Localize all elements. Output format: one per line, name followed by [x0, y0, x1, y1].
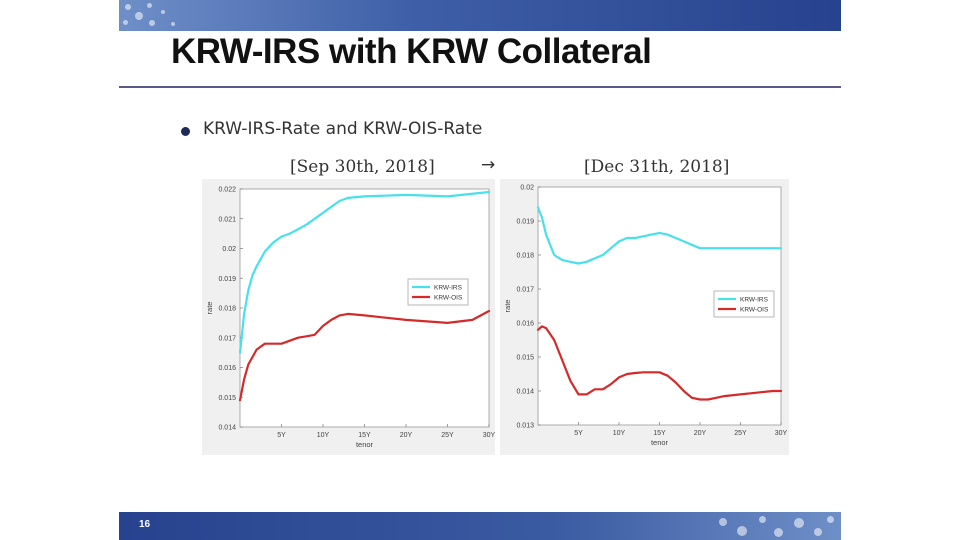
y-axis-label: rate [205, 302, 214, 315]
y-tick-label: 0.019 [516, 219, 534, 226]
y-tick-label: 0.021 [218, 216, 236, 223]
y-tick-label: 0.022 [218, 187, 236, 194]
x-tick-label: 20Y [694, 430, 707, 437]
y-tick-label: 0.018 [516, 253, 534, 260]
y-axis-label: rate [503, 300, 512, 313]
footer-banner: 16 [119, 512, 841, 540]
y-tick-label: 0.017 [218, 335, 236, 342]
x-tick-label: 20Y [400, 432, 413, 439]
y-tick-label: 0.014 [516, 389, 534, 396]
y-tick-label: 0.02 [520, 185, 534, 192]
legend: KRW-IRS KRW-OIS [713, 290, 775, 318]
x-tick-label: 25Y [734, 430, 747, 437]
x-tick-label: 5Y [277, 432, 286, 439]
x-tick-label: 30Y [483, 432, 495, 439]
right-margin [841, 0, 960, 540]
y-tick-label: 0.02 [222, 246, 236, 253]
bullet-icon [181, 127, 190, 136]
slide-title: KRW-IRS with KRW Collateral [171, 32, 652, 71]
x-tick-label: 30Y [775, 430, 788, 437]
left-margin [0, 0, 119, 540]
bullet-text: KRW-IRS-Rate and KRW-OIS-Rate [203, 119, 483, 139]
x-axis-label: tenor [356, 440, 374, 449]
legend-box [407, 278, 469, 306]
chart-dec-2018: 0.013 0.014 0.015 0.016 0.017 0.018 0.019 0.02 5… [500, 179, 789, 455]
y-tick-label: 0.019 [218, 276, 236, 283]
legend-label: KRW-OIS [740, 307, 769, 314]
x-axis-label: tenor [651, 438, 669, 447]
arrow-icon: → [481, 155, 496, 175]
x-tick-label: 15Y [653, 430, 666, 437]
series-line-krw-irs [536, 206, 783, 265]
series-line-krw-irs [238, 190, 491, 354]
legend-label: KRW-IRS [434, 285, 463, 292]
header-banner [119, 0, 841, 31]
date-right: [Dec 31th, 2018] [584, 157, 730, 177]
title-divider [119, 86, 841, 88]
y-tick-label: 0.016 [516, 321, 534, 328]
page-number: 16 [139, 519, 151, 530]
x-tick-label: 25Y [441, 432, 454, 439]
series-line-krw-ois [238, 309, 491, 402]
x-tick-label: 10Y [317, 432, 330, 439]
y-tick-label: 0.015 [218, 395, 236, 402]
y-tick-label: 0.014 [218, 425, 236, 432]
y-tick-label: 0.018 [218, 306, 236, 313]
legend-label: KRW-OIS [434, 295, 463, 302]
slide: KRW-IRS with KRW Collateral KRW-IRS-Rate… [119, 0, 841, 540]
y-tick-label: 0.013 [516, 423, 534, 430]
legend: KRW-IRS KRW-OIS [407, 278, 469, 306]
legend-label: KRW-IRS [740, 297, 769, 304]
plot-area [239, 188, 490, 428]
x-tick-label: 5Y [574, 430, 583, 437]
y-tick-label: 0.016 [218, 365, 236, 372]
y-tick-label: 0.015 [516, 355, 534, 362]
x-tick-label: 15Y [358, 432, 371, 439]
series-line-krw-ois [536, 325, 783, 401]
y-tick-label: 0.017 [516, 287, 534, 294]
x-tick-label: 10Y [613, 430, 626, 437]
legend-box [713, 290, 775, 318]
date-left: [Sep 30th, 2018] [290, 157, 435, 177]
chart-sep-2018: 0.014 0.015 0.016 0.017 0.018 0.019 0.02 0.021 0… [202, 179, 495, 455]
